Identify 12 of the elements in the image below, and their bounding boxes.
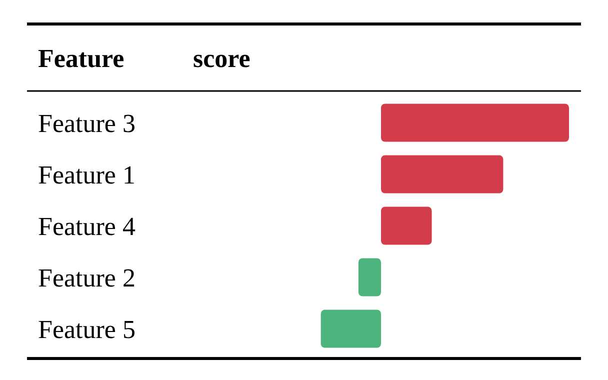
x-axis-title: score <box>193 44 250 73</box>
bar <box>358 258 381 296</box>
bar <box>381 104 569 142</box>
y-tick-label: Feature 5 <box>38 314 136 344</box>
y-tick-label: Feature 2 <box>38 263 136 292</box>
y-tick-label: Feature 3 <box>38 108 136 138</box>
bar <box>320 310 381 348</box>
y-axis-title: Feature <box>38 44 124 73</box>
bar <box>381 155 504 194</box>
y-tick-label: Feature 1 <box>38 160 136 190</box>
y-tick-label: Feature 4 <box>38 212 136 241</box>
bar <box>381 206 432 245</box>
